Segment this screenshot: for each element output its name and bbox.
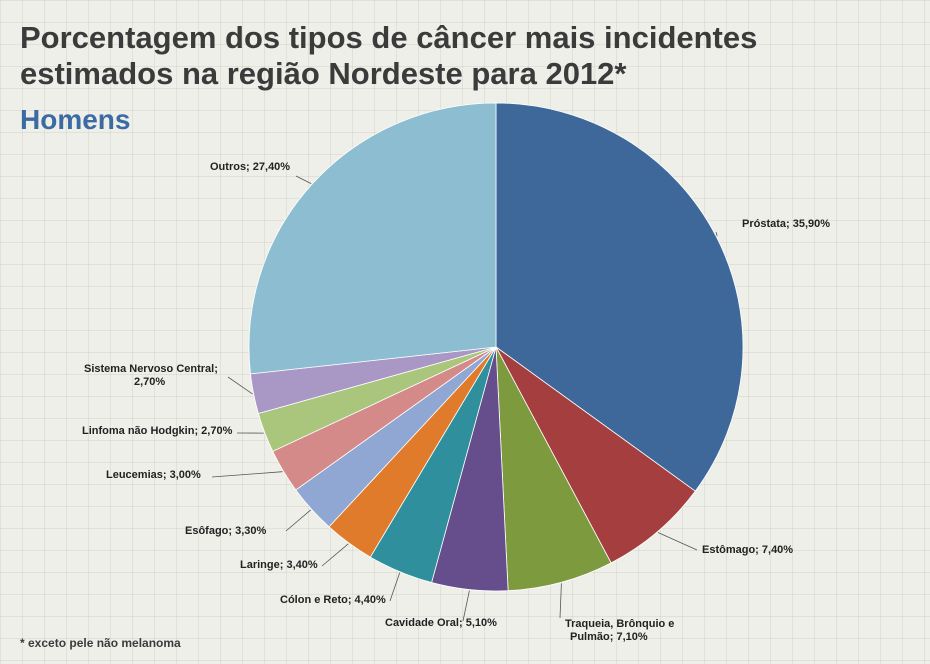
slice-label: Estômago; 7,40% — [702, 544, 793, 556]
leader-line — [715, 231, 718, 237]
slice-label: Cavidade Oral; 5,10% — [385, 617, 497, 629]
pie-slices — [248, 102, 744, 592]
leader-line — [389, 572, 401, 602]
chart-title: Porcentagem dos tipos de câncer mais inc… — [20, 20, 900, 92]
leader-line — [285, 509, 311, 532]
slice-label: Sistema Nervoso Central; 2,70% — [84, 363, 218, 388]
leader-line — [559, 583, 562, 619]
slice-label: Leucemias; 3,00% — [106, 469, 201, 481]
pie-slice-estomago — [495, 346, 696, 564]
footnote: * exceto pele não melanoma — [20, 636, 181, 650]
leader-line — [321, 543, 349, 567]
slice-label: Laringe; 3,40% — [240, 559, 318, 571]
pie-slice-outros — [248, 102, 497, 375]
leader-lines — [211, 175, 718, 622]
slice-label: Outros; 27,40% — [210, 161, 290, 173]
slice-label: Traqueia, Brônquio e Pulmão; 7,10% — [565, 618, 674, 643]
leader-line — [295, 175, 312, 184]
leader-line — [462, 590, 470, 622]
slice-labels: Próstata; 35,90% Estômago; 7,40% Traqueia,… — [82, 161, 830, 643]
slice-label: Próstata; 35,90% — [742, 218, 830, 230]
slice-label: Linfoma não Hodgkin; 2,70% — [82, 425, 233, 437]
pie-slice-prostata — [495, 102, 744, 492]
slice-label: Esôfago; 3,30% — [185, 525, 267, 537]
leader-line — [657, 532, 698, 551]
leader-line — [211, 471, 283, 478]
slice-label: Cólon e Reto; 4,40% — [280, 594, 386, 606]
chart-subtitle: Homens — [20, 104, 131, 135]
chart-title-line-2: estimados na região Nordeste para 2012* — [20, 56, 627, 91]
chart-title-line-1: Porcentagem dos tipos de câncer mais inc… — [20, 20, 758, 55]
pie-slice-traqueia-bronquio-e-pulmao — [495, 346, 612, 592]
leader-line — [227, 376, 253, 395]
